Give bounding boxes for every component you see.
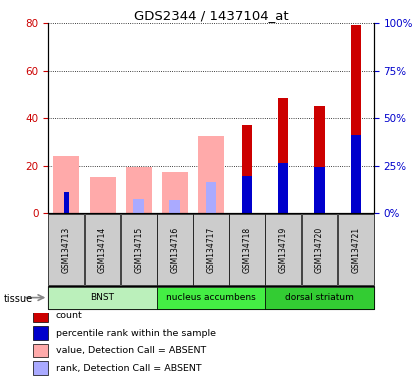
FancyBboxPatch shape [265, 214, 301, 285]
FancyBboxPatch shape [338, 214, 374, 285]
Bar [53, 156, 79, 213]
Bar [351, 135, 361, 213]
Text: GSM134716: GSM134716 [171, 227, 179, 273]
FancyBboxPatch shape [302, 214, 337, 285]
FancyBboxPatch shape [265, 286, 374, 309]
Text: GSM134717: GSM134717 [207, 227, 215, 273]
Text: GSM134720: GSM134720 [315, 227, 324, 273]
Bar [33, 326, 48, 340]
Text: dorsal striatum: dorsal striatum [285, 293, 354, 302]
Bar [126, 167, 152, 213]
Bar [315, 106, 325, 213]
Text: GSM134715: GSM134715 [134, 227, 143, 273]
Text: GSM134714: GSM134714 [98, 227, 107, 273]
Bar [64, 192, 68, 213]
Bar [278, 98, 289, 213]
Text: percentile rank within the sample: percentile rank within the sample [56, 329, 216, 338]
Text: nucleus accumbens: nucleus accumbens [166, 293, 256, 302]
FancyBboxPatch shape [85, 214, 121, 285]
Bar [242, 125, 252, 213]
FancyBboxPatch shape [157, 286, 265, 309]
Bar [162, 172, 188, 213]
Bar [133, 199, 144, 213]
Text: GSM134721: GSM134721 [351, 227, 360, 273]
FancyBboxPatch shape [48, 286, 157, 309]
Bar [278, 163, 289, 213]
FancyBboxPatch shape [48, 286, 374, 309]
Text: value, Detection Call = ABSENT: value, Detection Call = ABSENT [56, 346, 206, 355]
FancyBboxPatch shape [229, 214, 265, 285]
FancyBboxPatch shape [157, 214, 193, 285]
Bar [89, 177, 116, 213]
Text: BNST: BNST [91, 293, 115, 302]
Text: count: count [56, 311, 82, 320]
Bar [206, 182, 216, 213]
Text: rank, Detection Call = ABSENT: rank, Detection Call = ABSENT [56, 364, 202, 372]
FancyBboxPatch shape [193, 214, 229, 285]
Title: GDS2344 / 1437104_at: GDS2344 / 1437104_at [134, 9, 289, 22]
Text: GSM134719: GSM134719 [279, 227, 288, 273]
Bar [33, 344, 48, 357]
Bar [33, 309, 48, 323]
Bar [315, 167, 325, 213]
FancyBboxPatch shape [121, 214, 157, 285]
Text: GSM134718: GSM134718 [243, 227, 252, 273]
Bar [198, 136, 224, 213]
Bar [351, 25, 361, 213]
FancyBboxPatch shape [48, 214, 84, 285]
Bar [169, 200, 180, 213]
Text: GSM134713: GSM134713 [62, 227, 71, 273]
Text: tissue: tissue [4, 294, 33, 304]
Bar [242, 176, 252, 213]
Bar [33, 361, 48, 375]
